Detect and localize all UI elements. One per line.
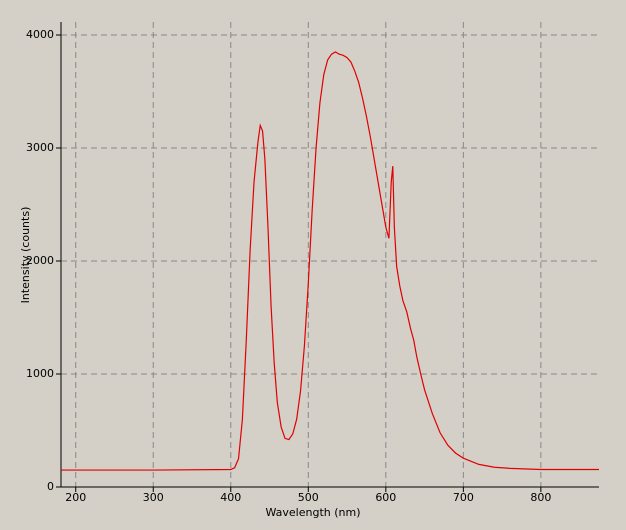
y-tick-label: 3000 xyxy=(26,141,54,154)
x-axis-label: Wavelength (nm) xyxy=(265,506,360,519)
x-tick-label: 300 xyxy=(143,491,164,504)
y-tick-label: 1000 xyxy=(26,367,54,380)
x-tick-label: 800 xyxy=(530,491,551,504)
x-tick-label: 700 xyxy=(453,491,474,504)
x-tick-label: 400 xyxy=(220,491,241,504)
x-tick-label: 600 xyxy=(375,491,396,504)
x-tick-label: 200 xyxy=(65,491,86,504)
x-tick-label: 500 xyxy=(298,491,319,504)
spectrum-line xyxy=(61,51,599,471)
y-tick-label: 2000 xyxy=(26,254,54,267)
y-tick-label: 4000 xyxy=(26,28,54,41)
y-tick-label: 0 xyxy=(47,480,54,493)
y-axis-label: Intensity (counts) xyxy=(19,207,32,304)
